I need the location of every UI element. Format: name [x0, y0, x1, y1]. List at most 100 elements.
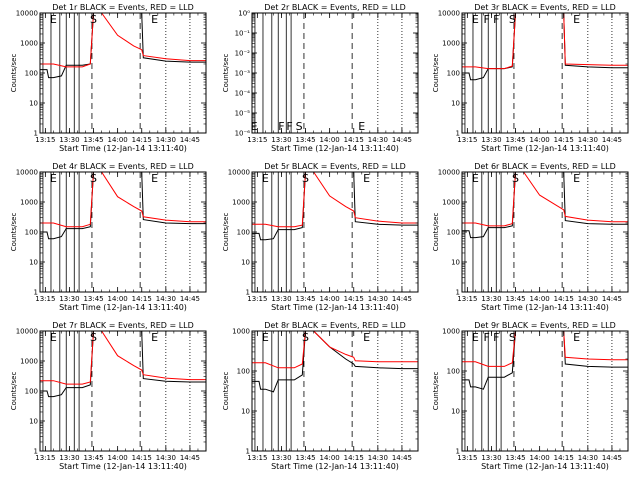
- x-tick-label: 14:30: [578, 295, 598, 303]
- x-tick-label: 14:15: [554, 295, 574, 303]
- x-tick-label: 13:15: [35, 136, 55, 144]
- x-axis-label: Start Time (12-Jan-14 13:11:40): [59, 303, 187, 312]
- x-tick-label: 14:30: [368, 136, 388, 144]
- y-tick-label: 10: [29, 100, 38, 108]
- x-tick-label: 14:15: [554, 454, 574, 462]
- x-tick-label: 13:15: [247, 295, 267, 303]
- y-tick-label: 10⁻⁵: [235, 110, 251, 118]
- series-events-line: [462, 331, 628, 390]
- plot-frame: [39, 171, 207, 293]
- x-tick-label: 13:15: [35, 295, 55, 303]
- series-events-line: [40, 13, 206, 79]
- y-tick-label: 10: [451, 100, 460, 108]
- x-tick-label: 13:30: [481, 136, 501, 144]
- y-tick-label: 1: [456, 448, 460, 456]
- x-tick-label: 13:30: [481, 295, 501, 303]
- x-tick-label: 14:30: [368, 454, 388, 462]
- x-tick-label: 13:30: [59, 136, 79, 144]
- y-tick-label: 10000: [16, 169, 38, 177]
- y-tick-label: 10⁻³: [235, 70, 251, 78]
- y-tick-label: 10: [29, 418, 38, 426]
- panel-det-2: Det 2r BLACK = Events, RED = LLD E F F S E 10⁰…: [222, 3, 419, 153]
- x-tick-label: 13:30: [271, 136, 291, 144]
- x-tick-label: 14:15: [132, 136, 152, 144]
- y-tick-label: 10: [29, 259, 38, 267]
- state-marker-label: S: [509, 331, 516, 344]
- x-tick-label: 14:45: [602, 454, 622, 462]
- x-tick-label: 14:45: [602, 136, 622, 144]
- y-tick-label: 10⁻²: [235, 50, 251, 58]
- y-tick-label: 100: [447, 368, 460, 376]
- plot-frame: [461, 330, 629, 452]
- x-tick-label: 13:15: [35, 454, 55, 462]
- x-tick-label: 14:45: [392, 295, 412, 303]
- x-tick-label: 13:45: [83, 295, 103, 303]
- y-tick-label: 10: [241, 408, 250, 416]
- state-marker-label: E: [363, 172, 370, 185]
- panel-title: Det 9r BLACK = Events, RED = LLD: [474, 321, 616, 330]
- y-tick-label: 10: [451, 259, 460, 267]
- state-marker-label: S: [302, 331, 309, 344]
- x-tick-label: 14:00: [530, 295, 550, 303]
- x-tick-label: 14:30: [578, 454, 598, 462]
- y-tick-label: 100: [25, 229, 38, 237]
- y-tick-label: 100: [447, 70, 460, 78]
- y-axis-label: Counts/sec: [432, 54, 440, 93]
- y-axis-label: Counts/sec: [222, 372, 230, 411]
- x-tick-label: 13:15: [457, 136, 477, 144]
- series-events-line: [40, 331, 206, 398]
- state-marker-label: E: [151, 172, 158, 185]
- y-tick-label: 1000: [232, 328, 250, 336]
- panel-title: Det 8r BLACK = Events, RED = LLD: [264, 321, 406, 330]
- y-tick-label: 10⁰: [238, 10, 250, 18]
- y-axis-label: Counts/sec: [10, 213, 18, 252]
- y-tick-label: 100: [447, 229, 460, 237]
- panel-title: Det 7r BLACK = Events, RED = LLD: [52, 321, 194, 330]
- state-marker-label: E: [363, 331, 370, 344]
- x-tick-label: 13:30: [481, 454, 501, 462]
- y-tick-label: 1000: [20, 199, 38, 207]
- y-tick-label: 1: [34, 448, 38, 456]
- series-lld-line: [40, 13, 206, 68]
- series-lld-line: [252, 331, 418, 369]
- series-events-line: [40, 172, 206, 240]
- y-tick-label: 10000: [16, 328, 38, 336]
- x-tick-label: 14:30: [156, 454, 176, 462]
- y-tick-label: 100: [25, 388, 38, 396]
- x-tick-label: 14:00: [108, 136, 128, 144]
- x-tick-label: 13:15: [247, 136, 267, 144]
- y-axis-label: Counts/sec: [10, 372, 18, 411]
- x-tick-label: 14:30: [368, 295, 388, 303]
- state-marker-label: E: [262, 172, 269, 185]
- state-marker-label: F: [483, 331, 489, 344]
- x-axis-label: Start Time (12-Jan-14 13:11:40): [481, 462, 609, 471]
- series-events-line: [462, 13, 628, 81]
- y-tick-label: 10⁻⁴: [235, 90, 251, 98]
- x-tick-label: 14:30: [156, 136, 176, 144]
- series-events-line: [252, 331, 418, 393]
- x-tick-label: 13:45: [295, 295, 315, 303]
- x-axis-label: Start Time (12-Jan-14 13:11:40): [481, 144, 609, 153]
- series-events-line: [252, 172, 418, 241]
- x-tick-label: 14:45: [180, 295, 200, 303]
- x-tick-label: 14:00: [320, 454, 340, 462]
- state-marker-label: F: [483, 13, 489, 26]
- y-tick-label: 1: [34, 130, 38, 138]
- y-tick-label: 100: [237, 368, 250, 376]
- y-axis-label: Counts/sec: [222, 213, 230, 252]
- state-marker-label: E: [358, 120, 365, 133]
- x-tick-label: 14:45: [392, 136, 412, 144]
- plot-frame: [461, 12, 629, 134]
- x-tick-label: 13:45: [83, 454, 103, 462]
- x-tick-label: 14:15: [554, 136, 574, 144]
- series-events-line: [462, 172, 628, 239]
- x-tick-label: 14:00: [530, 136, 550, 144]
- y-tick-label: 100: [25, 70, 38, 78]
- x-tick-label: 13:30: [59, 295, 79, 303]
- state-marker-label: E: [472, 172, 479, 185]
- y-tick-label: 10⁻⁶: [235, 130, 251, 138]
- x-tick-label: 13:15: [247, 454, 267, 462]
- x-tick-label: 14:45: [180, 454, 200, 462]
- y-axis-label: Counts/sec: [10, 54, 18, 93]
